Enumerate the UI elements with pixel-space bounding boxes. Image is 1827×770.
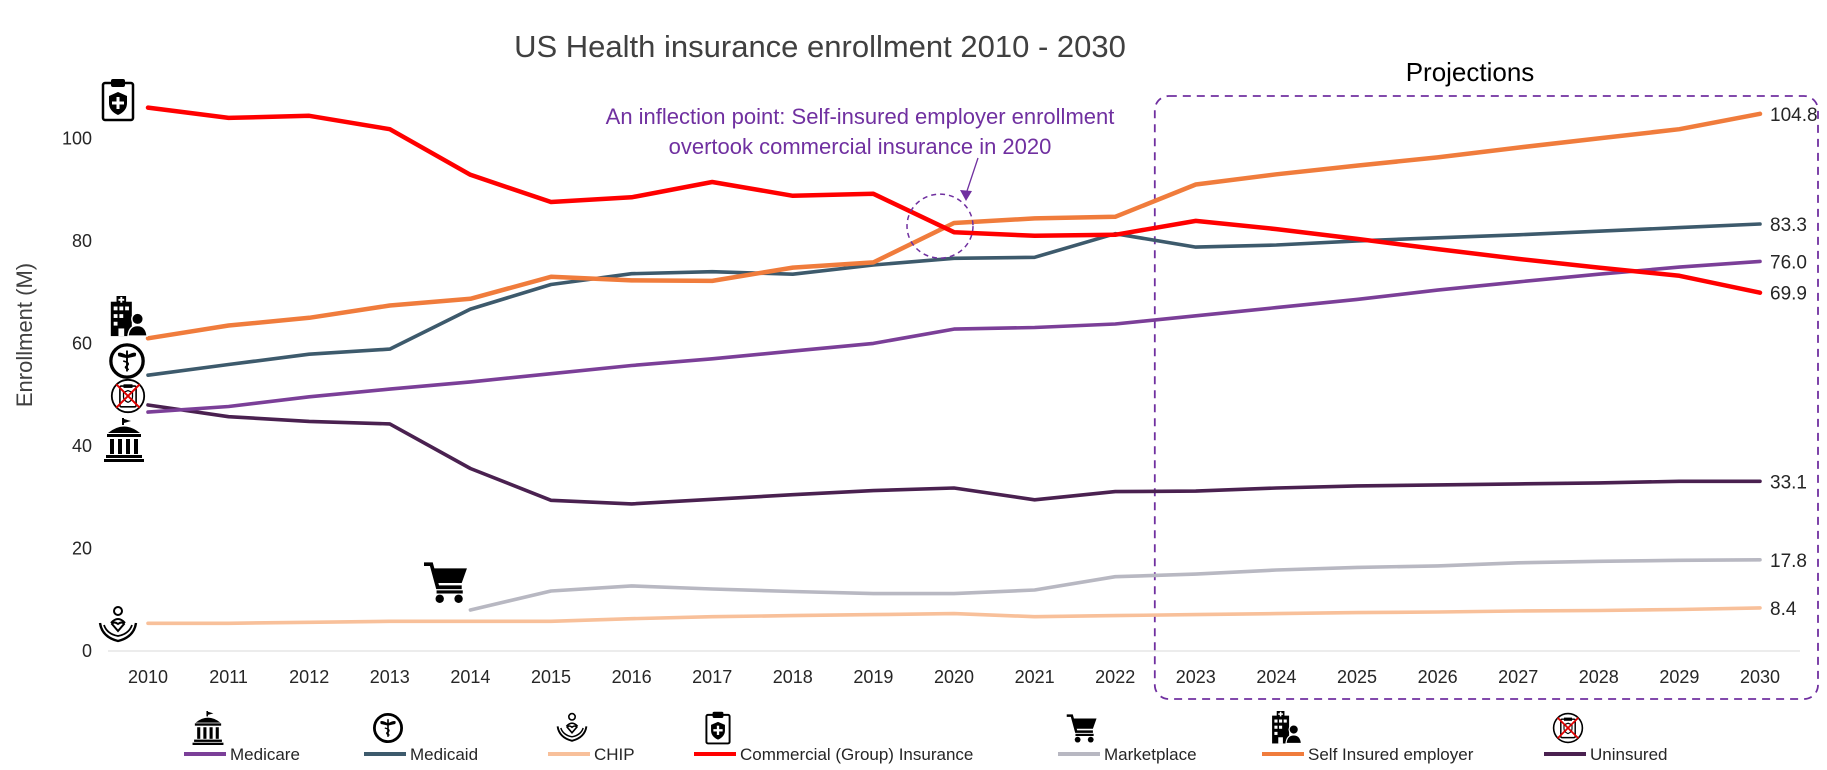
projections-box [1153,95,1819,700]
legend-label: Medicaid [410,745,478,764]
x-tick-label: 2016 [612,667,652,687]
x-tick-label: 2018 [773,667,813,687]
legend-item-chip: CHIP [548,712,635,764]
legend-item-medicaid: Medicaid [364,712,478,764]
end-label-chip: 8.4 [1770,599,1797,620]
x-tick-label: 2023 [1176,667,1216,687]
y-tick-label: 80 [72,231,92,251]
self-insured-chart-hospital-staff-icon [109,296,148,337]
legend-item-self-insured-employer: Self Insured employer [1262,711,1474,764]
x-tick-label: 2010 [128,667,168,687]
legend-caduceus-icon [372,712,404,744]
y-tick-label: 100 [62,128,92,148]
end-label-self-insured-employer: 104.8 [1770,105,1818,126]
x-tick-label: 2027 [1498,667,1538,687]
legend-hospital-staff-icon [1271,711,1302,745]
legend-label: Commercial (Group) Insurance [740,745,973,764]
x-axis-ticks: 2010 2011 2012 2013 2014 2015 2016 2017 2018 2019… [128,667,1780,687]
chip-chart-family-care-icon [98,605,138,643]
x-tick-label: 2025 [1337,667,1377,687]
y-tick-label: 20 [72,538,92,558]
x-tick-label: 2024 [1256,667,1296,687]
marketplace-chart-shopping-cart-icon [422,562,469,604]
inflection-arrow-head [960,190,972,201]
legend-uninsured-icon [1552,712,1584,744]
x-tick-label: 2030 [1740,667,1780,687]
series-line-medicaid [146,222,1762,377]
chart-title: US Health insurance enrollment 2010 - 20… [514,29,1126,64]
commercial-chart-medical-clipboard-icon [101,78,135,122]
projections-label: Projections [1406,57,1535,87]
inflection-circle [906,193,974,259]
inflection-arrow [965,157,979,195]
legend-item-medicare: Medicare [184,711,300,764]
legend-item-uninsured: Uninsured [1544,712,1668,764]
legend-medical-clipboard-icon [705,711,731,745]
x-tick-label: 2015 [531,667,571,687]
end-label-uninsured: 33.1 [1770,472,1807,493]
end-label-medicare: 76.0 [1770,252,1807,273]
x-tick-label: 2021 [1015,667,1055,687]
legend-item-marketplace: Marketplace [1058,714,1197,764]
inflection-annotation-line-1: An inflection point: Self-insured employ… [606,104,1115,129]
x-tick-label: 2013 [370,667,410,687]
series-lines [145,105,1763,626]
legend-label: Uninsured [1590,745,1668,764]
y-tick-label: 0 [82,641,92,661]
end-label-marketplace: 17.8 [1770,551,1807,572]
x-tick-label: 2014 [450,667,490,687]
series-line-commercial-group-insurance [145,105,1763,295]
legend-label: Self Insured employer [1308,745,1474,764]
y-axis-ticks: 0 20 40 60 80 100 [62,128,92,661]
legend-shopping-cart-icon [1066,714,1098,744]
x-tick-label: 2012 [289,667,329,687]
medicare-chart-bank-building-icon [104,418,144,462]
uninsured-chart-icon [110,378,146,414]
y-tick-label: 60 [72,333,92,353]
legend-label: Medicare [230,745,300,764]
y-axis-label: Enrollment (M) [12,263,37,407]
end-label-commercial-group-insurance: 69.9 [1770,284,1807,305]
legend-item-commercial-group-insurance: Commercial (Group) Insurance [694,711,973,764]
series-line-chip [146,606,1762,626]
series-line-uninsured [146,403,1762,506]
x-tick-label: 2026 [1418,667,1458,687]
legend: Medicare Medicaid CHIP Commercial (Group) I… [184,711,1668,764]
series-line-marketplace [468,558,1762,612]
x-tick-label: 2017 [692,667,732,687]
y-tick-label: 40 [72,436,92,456]
x-tick-label: 2028 [1579,667,1619,687]
end-labels: 76.0 83.3 8.4 69.9 17.8 104.8 33.1 [1770,105,1818,620]
x-tick-label: 2022 [1095,667,1135,687]
medicaid-chart-caduceus-icon [109,343,145,379]
series-line-medicare [146,259,1762,414]
series-line-self-insured-employer [145,111,1763,341]
x-tick-label: 2020 [934,667,974,687]
legend-bank-building-icon [192,711,224,745]
x-tick-label: 2029 [1659,667,1699,687]
legend-label: CHIP [594,745,635,764]
legend-family-care-icon [556,712,588,742]
x-tick-label: 2011 [209,667,248,687]
end-label-medicaid: 83.3 [1770,215,1807,236]
x-tick-label: 2019 [853,667,893,687]
legend-label: Marketplace [1104,745,1197,764]
inflection-annotation-line-2: overtook commercial insurance in 2020 [669,134,1052,159]
chart-icons [98,78,469,643]
